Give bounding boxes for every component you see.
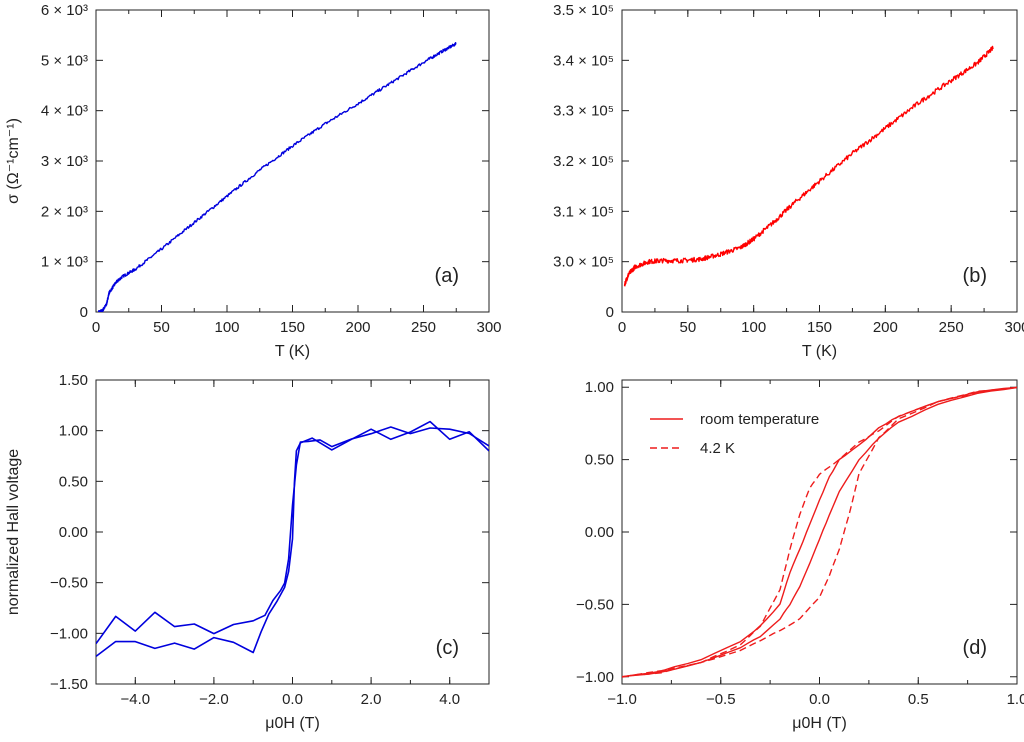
y-tick-label: 5 × 10³	[41, 52, 88, 69]
y-tick-label: 1.00	[585, 379, 614, 396]
x-tick-label: 300	[476, 319, 501, 336]
x-tick-label: 0.0	[282, 691, 303, 708]
x-axis-label: T (K)	[802, 343, 837, 360]
x-tick-label: 2.0	[361, 691, 382, 708]
x-tick-label: 300	[1004, 319, 1024, 336]
x-tick-label: 200	[345, 319, 370, 336]
series-line-d-1	[622, 386, 1017, 678]
x-tick-label: 250	[411, 319, 436, 336]
y-tick-label: 3 × 10³	[41, 153, 88, 170]
y-tick-label: 3.3 × 10⁵	[553, 103, 614, 120]
y-tick-label: 0.50	[585, 452, 614, 469]
panel-label: (c)	[436, 637, 459, 659]
x-axis-label: μ0H (T)	[792, 715, 847, 732]
panel-label: (a)	[435, 265, 459, 287]
plot-frame	[621, 379, 1018, 685]
y-tick-label: −1.50	[50, 676, 88, 693]
series-line-d-0	[622, 386, 1017, 678]
x-axis-label: T (K)	[275, 343, 310, 360]
panel-a: 0 50 100 150 200 250 300 0 1 × 10³ 2 × 10³ 3 × 10³…	[5, 2, 502, 360]
series-line-c-1	[96, 420, 489, 658]
x-tick-label: 200	[873, 319, 898, 336]
y-tick-label: −0.50	[50, 575, 88, 592]
x-tick-label: 100	[741, 319, 766, 336]
legend-label: 4.2 K	[700, 440, 735, 457]
y-tick-label: 1 × 10³	[41, 254, 88, 271]
x-tick-label: 1.0	[1007, 691, 1024, 708]
panel-b: 0 50 100 150 200 250 300 0 3.0 × 10⁵ 3.1 × 10⁵ 3.2…	[553, 2, 1024, 360]
x-tick-label: 150	[280, 319, 305, 336]
x-tick-label: 0	[92, 319, 100, 336]
series-line-a-0	[97, 42, 457, 312]
y-tick-label: 3.5 × 10⁵	[553, 2, 614, 19]
y-tick-label: 1.50	[59, 372, 88, 389]
x-tick-label: 50	[153, 319, 170, 336]
y-tick-label: 4 × 10³	[41, 103, 88, 120]
y-tick-label: −1.00	[50, 625, 88, 642]
panel-label: (b)	[963, 265, 987, 287]
series-line-c-0	[96, 426, 489, 645]
y-tick-label: 0.00	[585, 524, 614, 541]
legend-label: room temperature	[700, 411, 819, 428]
y-axis-label: σ (Ω⁻¹cm⁻¹)	[5, 118, 22, 204]
series-line-b-0	[623, 45, 994, 287]
panel-label: (d)	[963, 637, 987, 659]
x-tick-label: 50	[679, 319, 696, 336]
x-tick-label: 100	[214, 319, 239, 336]
x-tick-label: 0	[618, 319, 626, 336]
y-tick-label: 0.50	[59, 473, 88, 490]
y-axis-label: normalized Hall voltage	[5, 449, 22, 615]
x-tick-label: −2.0	[199, 691, 229, 708]
x-tick-label: 0.5	[908, 691, 929, 708]
x-tick-label: 250	[939, 319, 964, 336]
y-tick-label: 3.1 × 10⁵	[553, 203, 614, 220]
y-tick-label: 3.0 × 10⁵	[553, 254, 614, 271]
x-tick-label: 0.0	[809, 691, 830, 708]
y-tick-label: 1.00	[59, 423, 88, 440]
plot-frame	[95, 9, 490, 313]
x-tick-label: 4.0	[439, 691, 460, 708]
y-tick-label: 6 × 10³	[41, 2, 88, 19]
y-tick-label: 2 × 10³	[41, 203, 88, 220]
panel-c: −4.0 −2.0 0.0 2.0 4.0 −1.50 −1.00 −0.50 0.00 0.50…	[5, 372, 490, 732]
y-tick-label: −1.00	[576, 669, 614, 686]
y-tick-label: 0	[80, 304, 88, 321]
plot-frame	[621, 9, 1018, 313]
y-tick-label: 0.00	[59, 524, 88, 541]
y-tick-label: 3.2 × 10⁵	[553, 153, 614, 170]
x-tick-label: −0.5	[706, 691, 736, 708]
x-tick-label: −4.0	[120, 691, 150, 708]
x-tick-label: 150	[807, 319, 832, 336]
x-axis-label: μ0H (T)	[265, 715, 320, 732]
y-tick-label: 3.4 × 10⁵	[553, 52, 614, 69]
y-tick-label: 0	[606, 304, 614, 321]
panel-d: −1.0 −0.5 0.0 0.5 1.0 −1.00 −0.50 0.00 0.50 1.00 μ…	[576, 379, 1024, 732]
y-tick-label: −0.50	[576, 596, 614, 613]
x-tick-label: −1.0	[607, 691, 637, 708]
